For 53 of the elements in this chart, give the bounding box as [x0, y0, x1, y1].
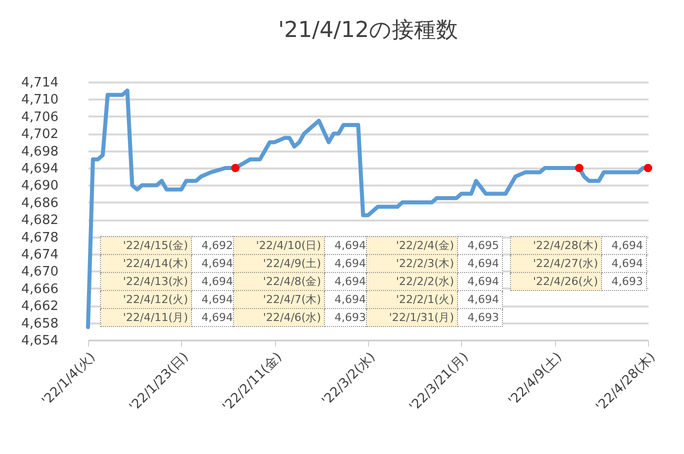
- annotation: '22/4/28(木): [510, 236, 602, 254]
- annotation: 4,694: [324, 236, 370, 254]
- annotation: 4,694: [324, 254, 370, 272]
- annotation: 4,692: [192, 236, 236, 254]
- annotation: '22/4/26(火): [510, 272, 602, 290]
- annotation: 4,694: [602, 236, 646, 254]
- y-tick-label: 4,714: [21, 76, 58, 90]
- annotation: '22/4/9(土): [234, 254, 324, 272]
- annotation: 4,694: [458, 290, 502, 308]
- annotation: '22/4/14(木): [100, 254, 192, 272]
- y-tick-label: 4,654: [21, 334, 58, 348]
- annotation: '22/2/1(火): [366, 290, 458, 308]
- y-tick-label: 4,706: [21, 110, 58, 125]
- y-tick-label: 4,686: [21, 196, 58, 211]
- annotation: 4,694: [192, 272, 236, 290]
- annotation: 4,694: [458, 254, 502, 272]
- annotation: 4,693: [602, 272, 646, 290]
- annotation: 4,694: [458, 272, 502, 290]
- annotation: '22/4/15(金): [100, 236, 192, 254]
- y-tick-label: 4,662: [21, 299, 58, 314]
- annotation: '22/4/10(日): [234, 236, 324, 254]
- annotation: 4,695: [458, 236, 502, 254]
- y-tick-label: 4,698: [21, 144, 58, 160]
- annotation: '22/2/3(木): [366, 254, 458, 272]
- annotation: '22/4/27(水): [510, 254, 602, 272]
- annotation: 4,693: [458, 308, 502, 326]
- annotation: 4,694: [602, 254, 646, 272]
- y-tick-label: 4,678: [21, 230, 58, 246]
- annotation: 4,694: [324, 290, 370, 308]
- annotation: '22/1/31(月): [366, 308, 458, 326]
- annotation: 4,694: [192, 290, 236, 308]
- annotation: '22/4/11(月): [100, 308, 192, 326]
- annotation: 4,694: [192, 308, 236, 326]
- annotation: '22/4/6(水): [234, 308, 324, 326]
- y-tick-label: 4,694: [21, 162, 58, 176]
- y-tick-label: 4,658: [21, 316, 58, 332]
- annotation: '22/4/8(金): [234, 272, 324, 290]
- annotation: '22/4/12(火): [100, 290, 192, 308]
- annotation: '22/4/13(水): [100, 272, 192, 290]
- y-tick-label: 4,682: [21, 213, 58, 228]
- annotation: '22/2/4(金): [366, 236, 458, 254]
- chart-title: '21/4/12の接種数: [278, 18, 458, 43]
- y-tick-label: 4,670: [21, 264, 58, 280]
- annotation: '22/4/7(木): [234, 290, 324, 308]
- annotation: '22/2/2(水): [366, 272, 458, 290]
- y-tick-label: 4,674: [21, 248, 58, 262]
- y-tick-label: 4,710: [21, 92, 58, 108]
- y-tick-label: 4,690: [21, 178, 58, 194]
- annotation: 4,694: [324, 272, 370, 290]
- annotation: 4,694: [192, 254, 236, 272]
- annotation: 4,693: [324, 308, 370, 326]
- y-tick-label: 4,702: [21, 127, 58, 142]
- y-tick-label: 4,666: [21, 282, 58, 297]
